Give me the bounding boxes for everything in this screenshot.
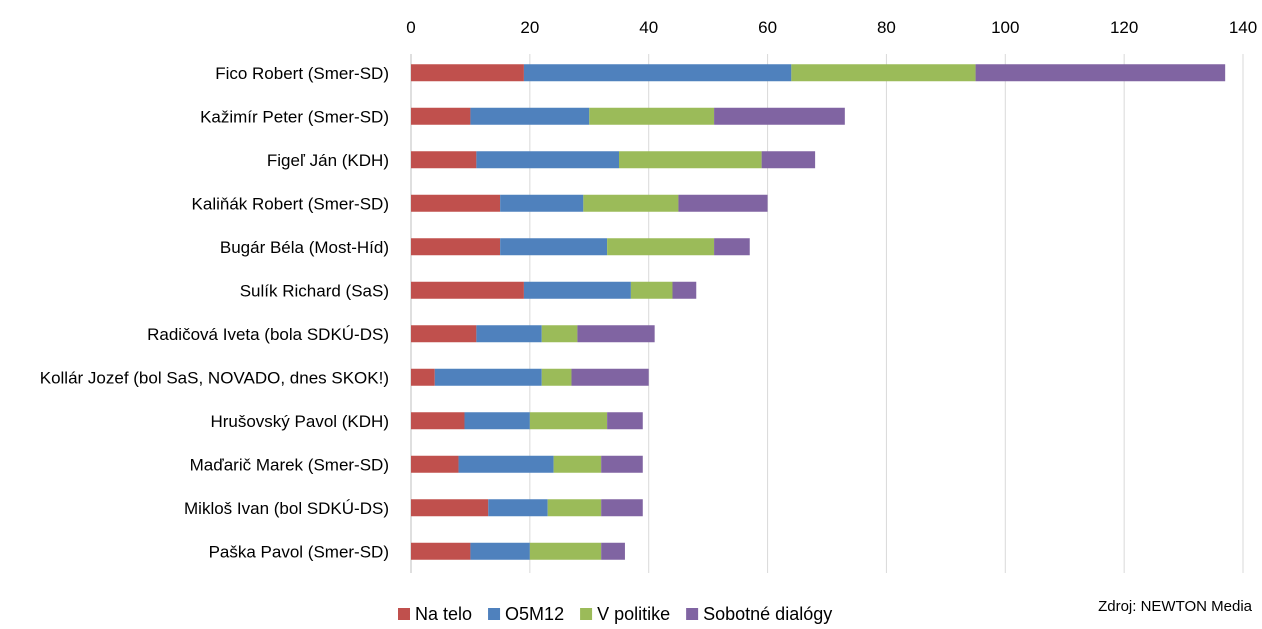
bar-segment — [411, 281, 524, 299]
bar-segment — [529, 412, 608, 430]
bar-segment — [589, 107, 715, 125]
bars — [411, 64, 1226, 560]
bar-segment — [411, 238, 501, 256]
bar-segment — [577, 325, 655, 343]
category-label: Fico Robert (Smer-SD) — [215, 64, 389, 83]
x-tick-label: 140 — [1229, 18, 1257, 37]
bar-segment — [541, 368, 572, 386]
bar-segment — [434, 368, 542, 386]
legend-label: Na telo — [415, 604, 472, 624]
category-label: Kažimír Peter (Smer-SD) — [200, 107, 389, 126]
category-label: Paška Pavol (Smer-SD) — [209, 542, 389, 561]
bar-segment — [464, 412, 530, 430]
bar-segment — [553, 455, 602, 473]
bar-segment — [601, 455, 643, 473]
bar-segment — [571, 368, 649, 386]
category-label: Maďarič Marek (Smer-SD) — [190, 455, 389, 474]
category-label: Mikloš Ivan (bol SDKÚ-DS) — [184, 499, 389, 518]
bar-segment — [601, 499, 643, 517]
bar-segment — [500, 238, 608, 256]
bar-segment — [476, 325, 542, 343]
bar-segment — [714, 107, 845, 125]
bar-segment — [411, 194, 501, 212]
bar-segment — [583, 194, 679, 212]
bar-segment — [619, 151, 762, 169]
bar-segment — [714, 238, 750, 256]
category-label: Figeľ Ján (KDH) — [267, 151, 389, 170]
legend-label: O5M12 — [505, 604, 564, 624]
legend-swatch — [398, 608, 410, 620]
gridlines — [410, 54, 1244, 573]
x-tick-label: 100 — [991, 18, 1019, 37]
bar-segment — [523, 64, 792, 82]
legend-label: V politike — [597, 604, 670, 624]
x-axis-ticks: 0 20 40 60 80 100 120 140 — [406, 18, 1257, 37]
bar-segment — [470, 107, 590, 125]
category-labels: Fico Robert (Smer-SD) Kažimír Peter (Smer… — [40, 64, 389, 562]
category-label: Kaliňák Robert (Smer-SD) — [192, 194, 389, 213]
bar-segment — [607, 412, 643, 430]
bar-segment — [411, 151, 477, 169]
bar-segment — [411, 499, 489, 517]
legend-swatch — [686, 608, 699, 620]
category-label: Radičová Iveta (bola SDKÚ-DS) — [147, 325, 389, 344]
bar-segment — [547, 499, 602, 517]
bar-segment — [411, 412, 465, 430]
x-tick-label: 0 — [406, 18, 415, 37]
bar-segment — [672, 281, 697, 299]
bar-segment — [761, 151, 816, 169]
bar-segment — [529, 542, 602, 560]
bar-segment — [411, 64, 524, 82]
bar-segment — [476, 151, 619, 169]
bar-segment — [411, 325, 477, 343]
x-tick-label: 80 — [877, 18, 896, 37]
bar-segment — [607, 238, 715, 256]
legend-swatch — [488, 608, 501, 620]
legend: Na telo O5M12 V politike Sobotné dialógy — [398, 604, 832, 624]
bar-segment — [523, 281, 631, 299]
bar-segment — [470, 542, 530, 560]
legend-swatch — [580, 608, 593, 620]
bar-segment — [500, 194, 584, 212]
x-tick-label: 20 — [520, 18, 539, 37]
legend-label: Sobotné dialógy — [703, 604, 832, 624]
bar-segment — [488, 499, 548, 517]
bar-segment — [975, 64, 1226, 82]
category-label: Sulík Richard (SaS) — [240, 281, 389, 300]
bar-segment — [411, 455, 459, 473]
bar-segment — [541, 325, 578, 343]
x-tick-label: 120 — [1110, 18, 1138, 37]
bar-segment — [411, 542, 471, 560]
x-tick-label: 60 — [758, 18, 777, 37]
category-label: Kollár Jozef (bol SaS, NOVADO, dnes SKOK… — [40, 368, 389, 387]
category-label: Bugár Béla (Most-Híd) — [220, 238, 389, 257]
bar-segment — [601, 542, 625, 560]
source-note: Zdroj: NEWTON Media — [1098, 598, 1252, 615]
bar-segment — [411, 107, 471, 125]
x-tick-label: 40 — [639, 18, 658, 37]
category-label: Hrušovský Pavol (KDH) — [210, 412, 389, 431]
bar-segment — [458, 455, 554, 473]
bar-segment — [678, 194, 768, 212]
bar-segment — [791, 64, 976, 82]
bar-segment — [630, 281, 673, 299]
bar-segment — [411, 368, 435, 386]
